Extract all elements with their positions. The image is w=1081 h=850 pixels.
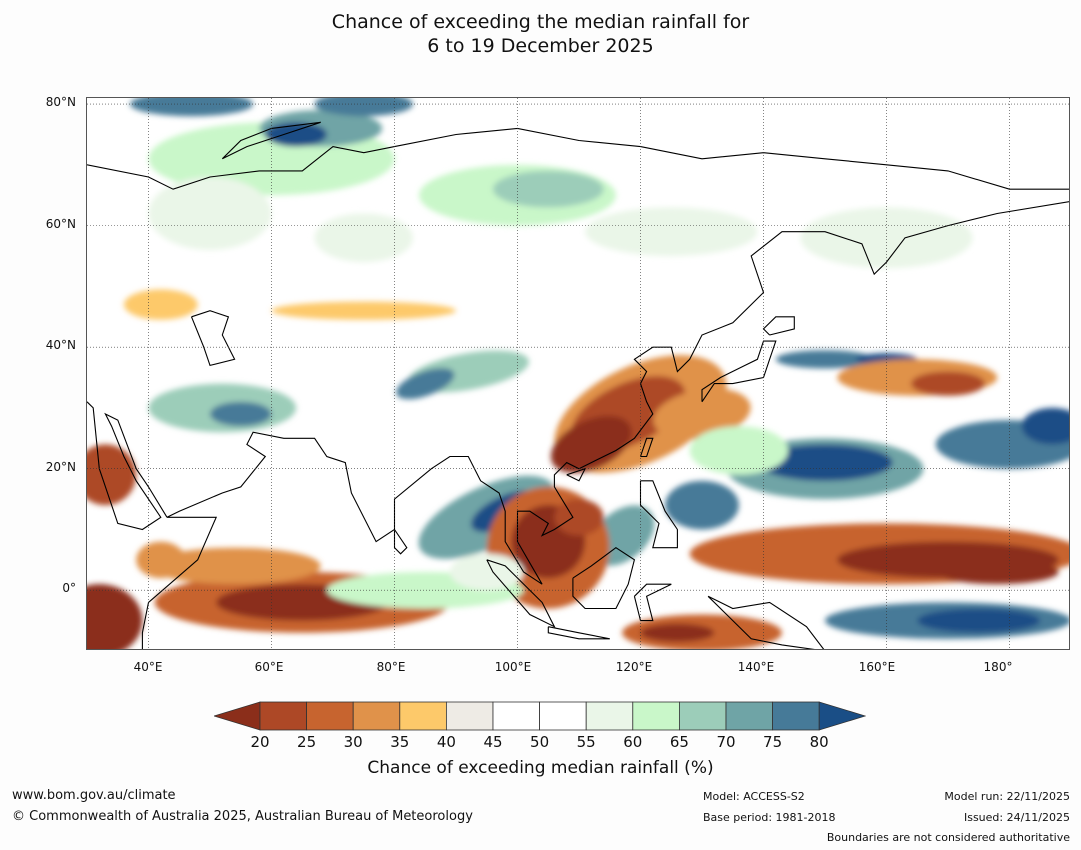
colorbar-tick-label: 30 — [343, 733, 363, 751]
rainfall-region — [130, 98, 254, 117]
colorbar-extend-high — [818, 701, 866, 731]
lon-label-120e: 120°E — [615, 660, 653, 674]
rainfall-region — [653, 388, 751, 440]
colorbar-segment — [259, 701, 307, 731]
colorbar-tick-label: 50 — [530, 733, 550, 751]
lat-label-20n: 20°N — [45, 460, 76, 474]
colorbar-label: Chance of exceeding median rainfall (%) — [367, 758, 714, 778]
colorbar-segment — [678, 701, 727, 731]
rainfall-map — [86, 97, 1070, 650]
coastline — [486, 559, 556, 628]
colorbar-tick-label: 25 — [297, 733, 317, 751]
lon-label-100e: 100°E — [494, 660, 532, 674]
colorbar-tick-label: 60 — [623, 733, 643, 751]
colorbar-tick-label: 70 — [716, 733, 736, 751]
rainfall-region — [87, 444, 137, 506]
colorbar-tick-label: 20 — [250, 733, 270, 751]
rainfall-region — [492, 170, 604, 208]
colorbar-tick-label: 45 — [483, 733, 503, 751]
coastline — [701, 340, 777, 403]
rainfall-region — [148, 547, 321, 585]
coastline — [547, 626, 610, 640]
copyright-text: © Commonwealth of Australia 2025, Austra… — [12, 809, 473, 824]
coastline — [221, 121, 321, 160]
base-period: Base period: 1981-2018 — [703, 811, 836, 824]
rainfall-region — [1021, 407, 1069, 445]
coastline — [639, 437, 654, 458]
rainfall-region — [935, 559, 1059, 585]
map-title-line1: Chance of exceeding the median rainfall … — [331, 11, 750, 33]
rainfall-region — [87, 584, 143, 649]
colorbar-tick-label: 35 — [390, 733, 410, 751]
rainfall-region — [911, 371, 985, 396]
colorbar-segment — [772, 701, 820, 731]
rainfall-region — [800, 207, 973, 269]
rainfall-region — [917, 608, 1041, 633]
lon-label-40e: 40°E — [133, 660, 163, 674]
model-run-date: Model run: 22/11/2025 — [944, 790, 1070, 803]
colorbar — [214, 701, 866, 731]
rainfall-region — [123, 289, 198, 320]
rainfall-region — [314, 98, 413, 117]
colorbar-segment — [352, 701, 401, 731]
coastline — [393, 529, 408, 555]
colorbar-segment — [399, 701, 447, 731]
rainfall-map-svg — [87, 98, 1069, 649]
colorbar-tick-label: 65 — [669, 733, 689, 751]
rainfall-region — [148, 177, 272, 250]
model-name: Model: ACCESS-S2 — [703, 790, 805, 803]
lat-label-60n: 60°N — [45, 217, 76, 231]
rainfall-region — [775, 350, 875, 369]
boundaries-disclaimer: Boundaries are not considered authoritat… — [826, 831, 1070, 844]
rainfall-region — [550, 415, 632, 473]
rainfall-region — [757, 444, 893, 481]
colorbar-segment — [632, 701, 680, 731]
lat-label-equator: 0° — [62, 581, 76, 595]
lat-label-80n: 80°N — [45, 95, 76, 109]
rainfall-region — [271, 301, 456, 320]
colorbar-extend-low — [214, 701, 261, 731]
rainfall-region — [265, 122, 327, 147]
rainfall-region — [554, 499, 604, 536]
rainfall-region — [665, 480, 739, 530]
map-title-line2: 6 to 19 December 2025 — [427, 35, 654, 57]
coastline — [762, 316, 795, 336]
colorbar-segment — [445, 701, 494, 731]
lon-label-80e: 80°E — [376, 660, 406, 674]
colorbar-segment — [539, 701, 587, 731]
rainfall-region — [689, 426, 789, 475]
lon-label-180: 180° — [983, 660, 1013, 674]
lat-label-40n: 40°N — [45, 338, 76, 352]
colorbar-segment — [725, 701, 773, 731]
colorbar-tick-label: 75 — [763, 733, 783, 751]
coastline — [566, 467, 587, 482]
rainfall-region — [585, 207, 758, 256]
issued-date: Issued: 24/11/2025 — [963, 811, 1070, 824]
rainfall-region — [314, 213, 413, 263]
lon-label-60e: 60°E — [254, 660, 284, 674]
rainfall-region — [449, 553, 524, 591]
coastline — [87, 401, 168, 531]
coastline — [639, 480, 678, 549]
colorbar-segment — [492, 701, 540, 731]
coastline — [141, 201, 1069, 649]
lon-label-140e: 140°E — [737, 660, 775, 674]
colorbar-tick-label: 80 — [809, 733, 829, 751]
coastline — [87, 127, 1069, 190]
rainfall-region — [396, 368, 455, 400]
rainfall-region — [640, 623, 715, 642]
coastline — [572, 547, 636, 610]
coastline — [707, 595, 825, 649]
colorbar-tick-label: 55 — [576, 733, 596, 751]
rainfall-region — [136, 541, 186, 579]
lon-label-160e: 160°E — [858, 660, 896, 674]
colorbar-segment — [585, 701, 634, 731]
website-link[interactable]: www.bom.gov.au/climate — [12, 788, 176, 803]
rainfall-region — [210, 401, 272, 427]
colorbar-tick-label: 40 — [436, 733, 456, 751]
colorbar-segment — [306, 701, 354, 731]
